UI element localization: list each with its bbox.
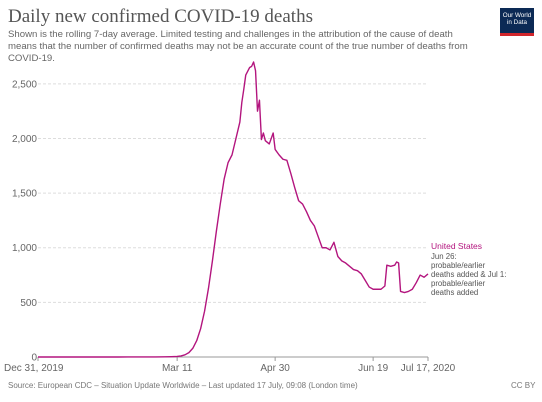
y-tick-label: 2,500 [12,79,37,90]
y-tick-label: 1,500 [12,189,37,200]
series-label: United States [431,241,482,251]
owid-logo[interactable]: Our World in Data [500,8,534,36]
annotation-line: Jun 26: [431,252,457,261]
logo-line-1: Our World [502,12,532,19]
series-line-united-states [38,61,429,358]
chart-axes: 0 500 1,000 1,500 2,000 2,500 Dec 31, 2019 Mar … [4,79,456,374]
x-tick-label: Dec 31, 2019 [4,363,64,374]
grid-lines [38,83,428,303]
x-tick-label: Mar 11 [162,363,193,374]
series-layer [38,61,429,358]
annotation-line: probable/earlier [431,261,486,270]
annotation-line: probable/earlier [431,279,486,288]
license-link[interactable]: CC BY [511,381,536,390]
y-tick-label: 1,000 [12,243,37,254]
y-tick-label: 2,000 [12,134,37,145]
chart-title: Daily new confirmed COVID-19 deaths [8,6,313,27]
series-annotation: Jun 26: probable/earlier deaths added & Ju… [431,252,506,297]
annotation-line: deaths added [431,288,478,297]
annotation-line: deaths added & Jul 1: [431,270,506,279]
chart-subtitle: Shown is the rolling 7-day average. Limi… [8,29,468,64]
y-tick-label: 0 [31,353,37,364]
y-tick-label: 500 [20,298,37,309]
x-tick-label: Jun 19 [358,363,388,374]
source-note[interactable]: Source: European CDC – Situation Update … [8,381,358,390]
x-tick-label: Apr 30 [260,363,290,374]
logo-accent-bar [500,33,534,36]
logo-line-2: in Data [507,19,527,27]
x-tick-label: Jul 17, 2020 [401,363,456,374]
